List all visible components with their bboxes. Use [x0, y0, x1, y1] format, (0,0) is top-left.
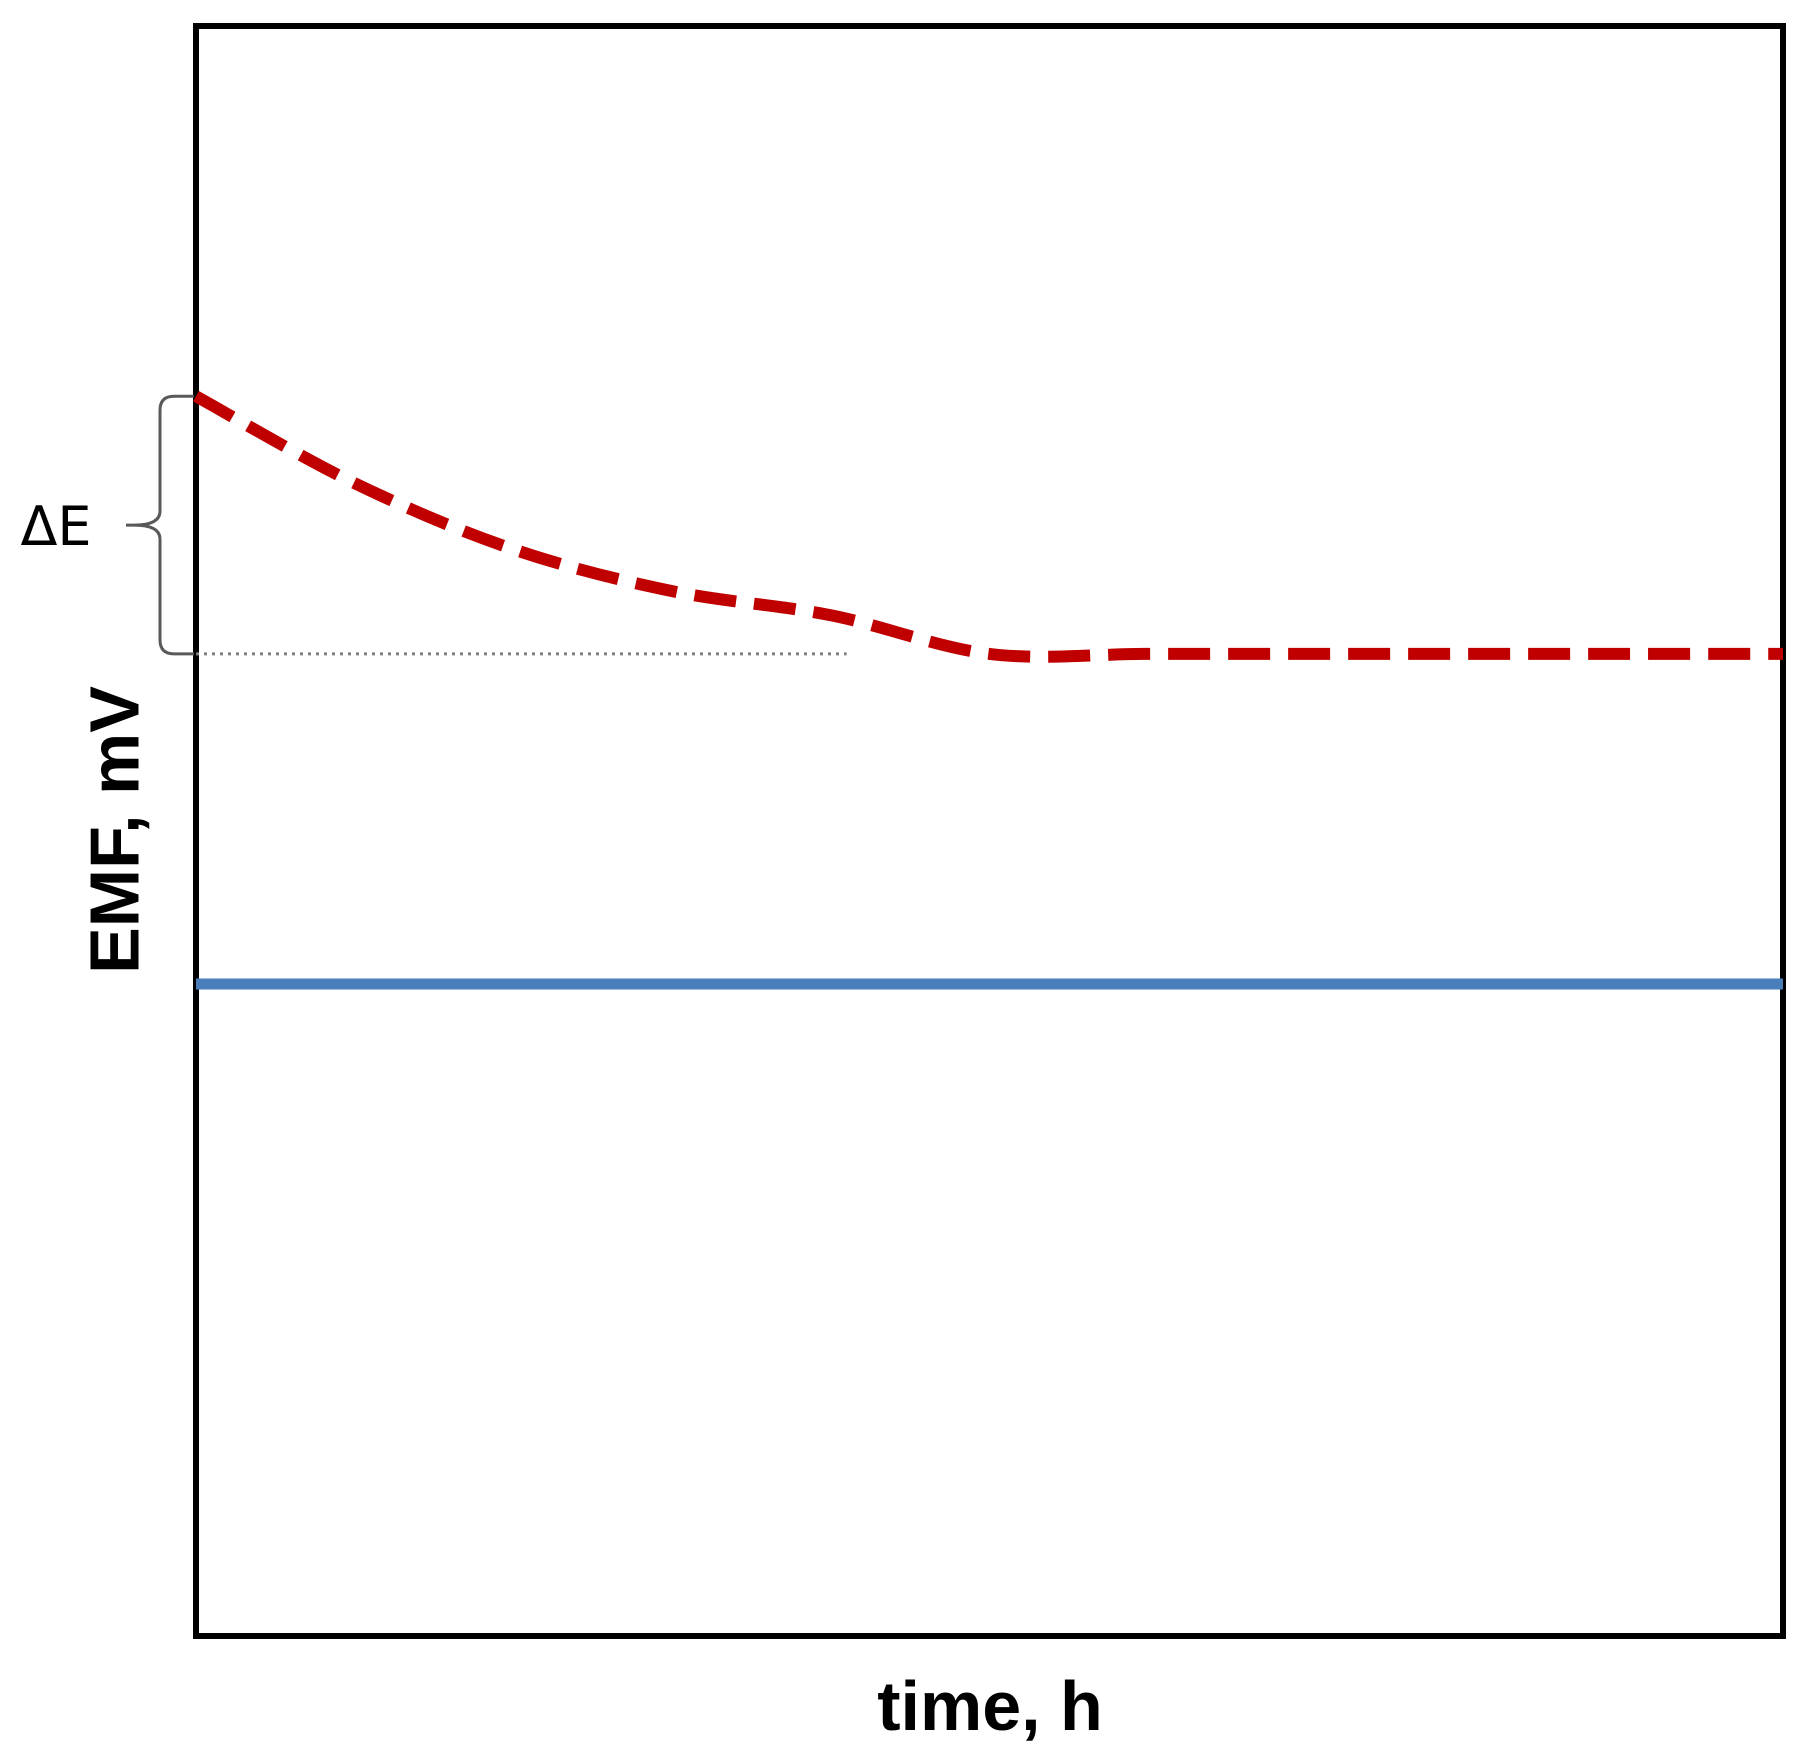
chart-marks	[193, 391, 1783, 990]
delta-e-brace	[126, 394, 194, 656]
plot-area	[193, 23, 1786, 1639]
plot-frame	[193, 23, 1786, 1639]
x-axis-title: time, h	[877, 1667, 1103, 1745]
y-axis-title: EMF, mV	[75, 686, 153, 974]
delta-e-label: ΔE	[20, 495, 91, 558]
series-line-dashed	[193, 391, 1783, 663]
